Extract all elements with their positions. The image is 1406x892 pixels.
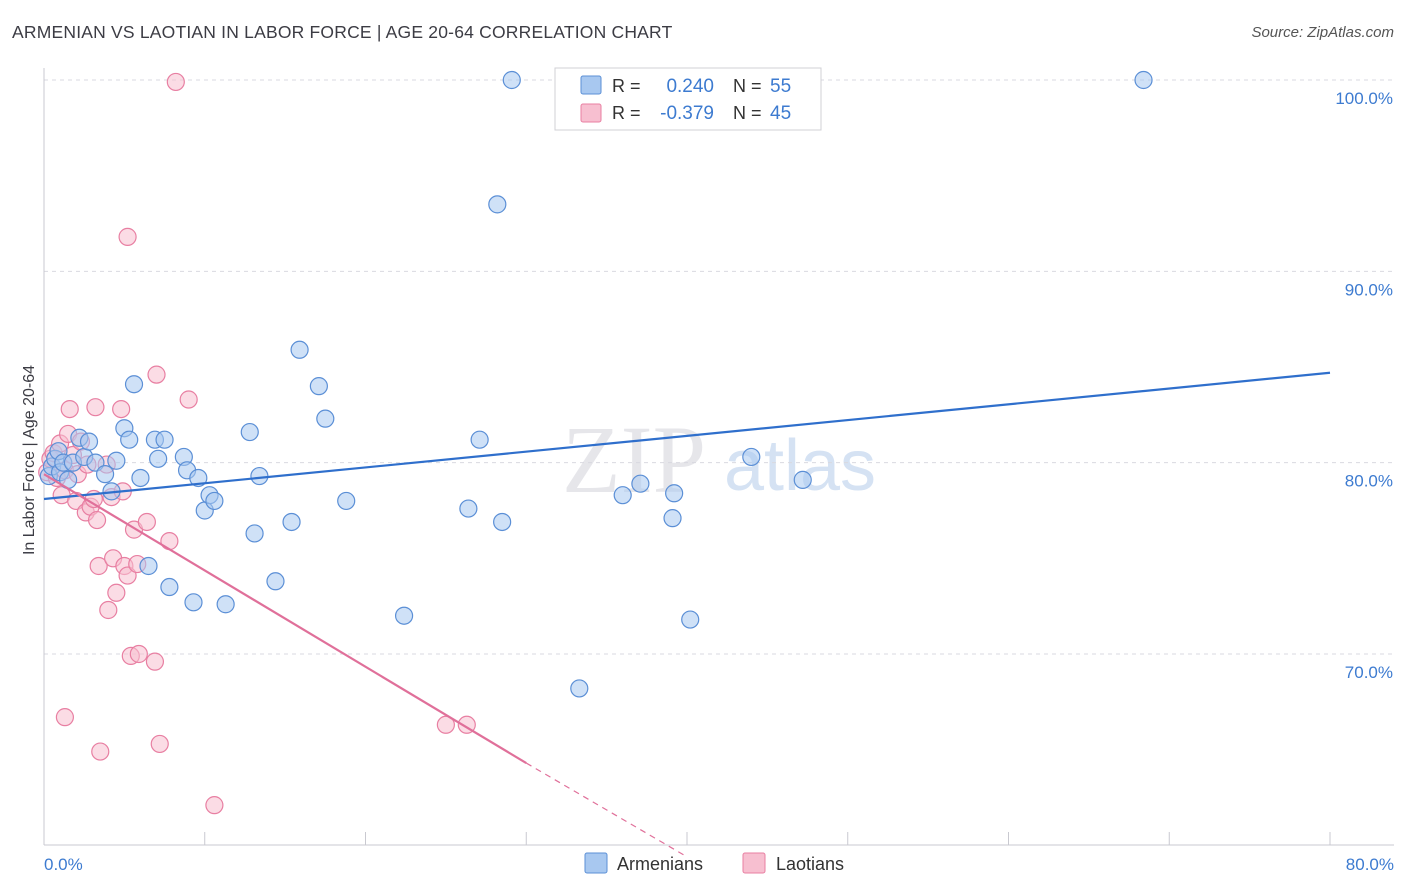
laotians-point — [99, 600, 118, 620]
y-axis-title: In Labor Force | Age 20-64 — [21, 365, 38, 555]
laotians-point — [87, 510, 107, 530]
armenians-point — [107, 451, 126, 470]
laotians-trend-line — [43, 473, 527, 764]
bottom-legend-label-laotians: Laotians — [776, 854, 844, 874]
laotians-trend-line-extension — [525, 762, 688, 858]
y-tick-label-80: 80.0% — [1345, 472, 1393, 491]
watermark-zip: ZIP — [562, 406, 706, 513]
armenians-point — [470, 430, 489, 449]
armenians-point — [459, 499, 478, 518]
laotians-point — [129, 644, 148, 664]
legend-r-label-armenians: R = — [612, 76, 641, 96]
armenians-point — [316, 409, 335, 428]
laotians-point — [60, 399, 79, 419]
chart-title: ARMENIAN VS LAOTIAN IN LABOR FORCE | AGE… — [12, 22, 673, 42]
correlation-legend: R = 0.240 N = 55 R = -0.379 N = 45 — [554, 67, 822, 131]
armenians-point — [160, 577, 179, 597]
armenians-point — [290, 340, 309, 359]
armenians-point — [120, 430, 139, 449]
laotians-point — [145, 652, 165, 671]
legend-swatch-armenians — [580, 75, 602, 95]
armenians-point — [309, 377, 328, 396]
laotians-point — [89, 556, 108, 576]
laotians-points — [38, 72, 476, 815]
x-tick-label-max: 80.0% — [1346, 855, 1394, 874]
laotians-point — [118, 227, 137, 246]
armenians-point — [139, 556, 158, 576]
laotians-point — [86, 398, 105, 417]
armenians-trend-line — [43, 371, 1331, 501]
legend-n-value-laotians: 45 — [770, 103, 791, 124]
laotians-point — [166, 72, 185, 92]
armenians-point — [216, 595, 235, 614]
armenians-point — [793, 470, 812, 489]
legend-r-value-armenians: 0.240 — [666, 76, 714, 97]
laotians-point — [112, 399, 131, 419]
armenians-point — [337, 491, 356, 511]
armenians-point — [189, 468, 208, 488]
legend-r-value-laotians: -0.379 — [660, 103, 714, 124]
armenians-point — [266, 572, 285, 591]
legend-n-label-armenians: N = — [733, 76, 762, 96]
laotians-point — [107, 583, 126, 602]
axes — [43, 68, 1394, 846]
armenians-point — [663, 509, 682, 528]
x-ticks — [204, 832, 1331, 845]
armenians-point — [493, 512, 512, 532]
series-legend: Armenians Laotians — [584, 852, 844, 874]
armenians-points — [39, 70, 1153, 698]
x-tick-label-min: 0.0% — [44, 855, 83, 874]
legend-swatch-laotians — [580, 103, 602, 123]
legend-n-label-laotians: N = — [733, 103, 762, 123]
laotians-point — [55, 708, 74, 727]
trend-lines — [43, 371, 1331, 858]
armenians-point — [502, 70, 521, 90]
bottom-legend-swatch-armenians — [584, 852, 608, 874]
bottom-legend-label-armenians: Armenians — [617, 854, 703, 874]
laotians-point — [160, 532, 179, 551]
legend-n-value-armenians: 55 — [770, 76, 791, 97]
armenians-point — [95, 465, 115, 484]
laotians-point — [150, 734, 169, 754]
armenians-point — [149, 449, 168, 468]
armenians-point — [205, 491, 224, 511]
armenians-point — [394, 606, 414, 625]
y-tick-label-70: 70.0% — [1345, 663, 1393, 682]
y-tick-labels: 100.0% 90.0% 80.0% 70.0% — [1335, 89, 1393, 682]
y-tick-label-90: 90.0% — [1345, 280, 1393, 299]
armenians-point — [155, 430, 174, 449]
laotians-point — [147, 365, 166, 384]
gridlines — [44, 79, 1394, 655]
bottom-legend-swatch-laotians — [742, 852, 766, 874]
armenians-point — [250, 466, 269, 486]
armenians-point — [681, 610, 700, 629]
armenians-point — [488, 195, 507, 214]
armenians-point — [665, 484, 684, 503]
y-tick-label-100: 100.0% — [1335, 89, 1393, 108]
laotians-point — [436, 715, 455, 734]
armenians-point — [613, 486, 632, 505]
armenians-point — [570, 679, 589, 698]
armenians-point — [240, 422, 259, 442]
armenians-point — [282, 512, 301, 532]
legend-r-label-laotians: R = — [612, 103, 641, 123]
watermark-atlas: atlas — [724, 426, 876, 506]
source-label: Source: ZipAtlas.com — [1251, 24, 1394, 41]
laotians-point — [137, 512, 156, 532]
armenians-point — [742, 447, 761, 467]
armenians-point — [1134, 70, 1153, 90]
armenians-point — [124, 375, 144, 394]
armenians-point — [245, 524, 264, 543]
armenians-point — [631, 474, 650, 493]
laotians-point — [205, 796, 224, 815]
laotians-point — [91, 742, 110, 761]
armenians-point — [79, 432, 99, 451]
armenians-point — [131, 468, 150, 488]
armenians-point — [184, 593, 203, 612]
laotians-point — [179, 390, 198, 409]
